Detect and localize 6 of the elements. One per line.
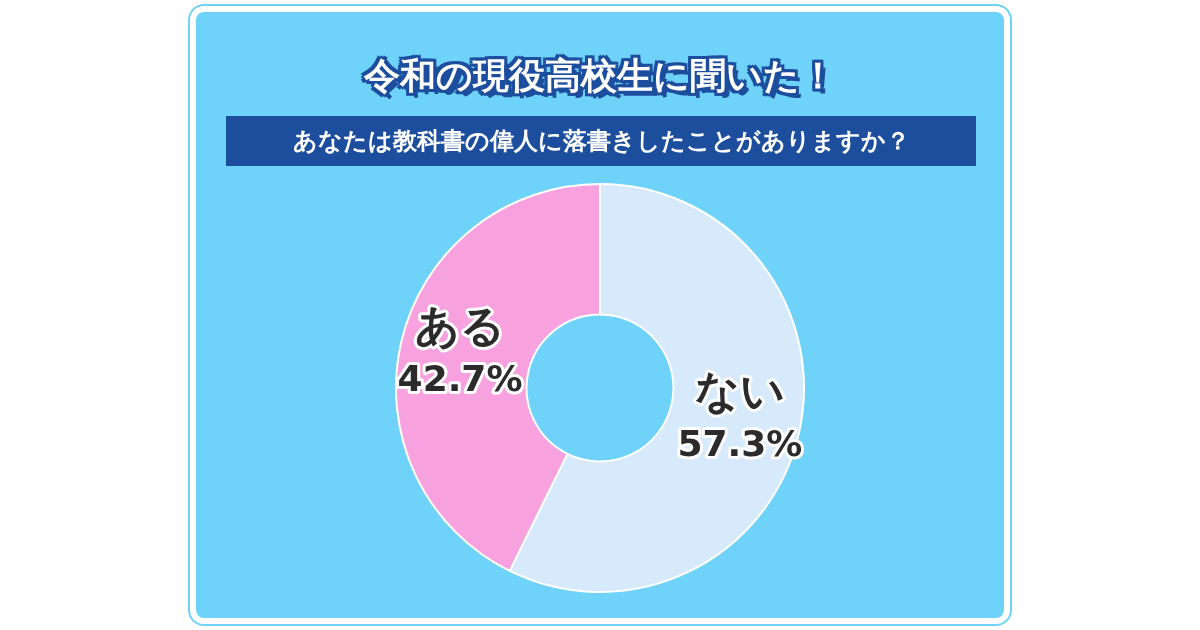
data-label: 42.7% bbox=[397, 357, 523, 399]
slice-label: ない bbox=[694, 365, 785, 417]
slice-label: ある bbox=[415, 299, 506, 351]
chart-subtitle: あなたは教科書の偉人に落書きしたことがありますか？ bbox=[226, 116, 976, 166]
chart-title: 令和の現役高校生に聞いた！ bbox=[363, 54, 837, 98]
data-label: 57.3% bbox=[677, 423, 803, 465]
